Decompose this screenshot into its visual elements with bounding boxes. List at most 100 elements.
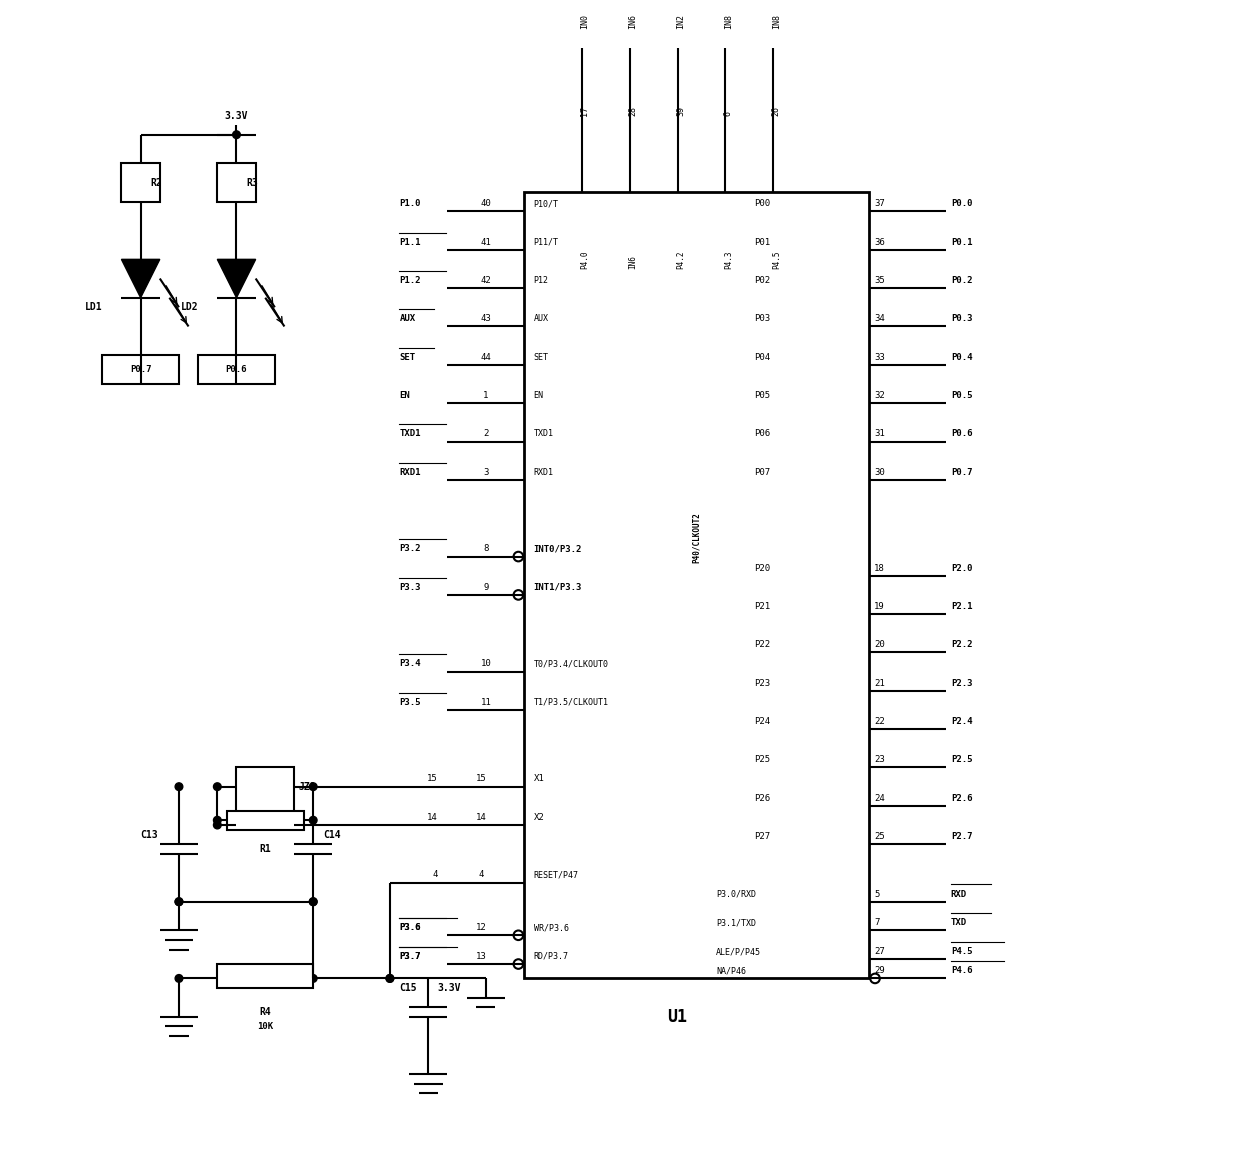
Text: 4: 4 [433,870,438,879]
Text: P02: P02 [754,276,770,285]
Text: 44: 44 [480,352,491,361]
Text: T1/P3.5/CLKOUT1: T1/P3.5/CLKOUT1 [533,697,609,707]
Text: P11/T: P11/T [533,238,559,246]
Text: INT1/P3.3: INT1/P3.3 [533,583,582,592]
Text: 27: 27 [874,947,885,956]
Text: 18: 18 [874,563,885,573]
Text: 8: 8 [484,545,489,554]
Text: 34: 34 [874,315,885,323]
Text: LD1: LD1 [84,302,102,312]
Text: AUX: AUX [399,315,415,323]
Text: P03: P03 [754,315,770,323]
Text: P3.0/RXD: P3.0/RXD [715,890,756,899]
Text: 32: 32 [874,391,885,400]
Text: P12: P12 [533,276,549,285]
Text: TXD1: TXD1 [399,429,422,438]
Circle shape [213,821,221,829]
Text: EN: EN [533,391,543,400]
Text: WR/P3.6: WR/P3.6 [533,923,569,932]
Text: 13: 13 [476,951,486,961]
Text: P2.3: P2.3 [951,679,972,688]
Text: P3.7: P3.7 [399,951,422,961]
Text: R4: R4 [259,1007,272,1017]
Text: RXD1: RXD1 [533,468,554,477]
Text: 12: 12 [476,923,486,932]
Text: P3.7: P3.7 [399,951,422,961]
Text: R1: R1 [259,844,272,854]
Text: RD/P3.7: RD/P3.7 [533,951,569,961]
Text: P05: P05 [754,391,770,400]
Text: P00: P00 [754,199,770,209]
Text: P4.2: P4.2 [676,251,684,269]
Text: P3.6: P3.6 [399,923,422,932]
Text: T0/P3.4/CLKOUT0: T0/P3.4/CLKOUT0 [533,660,609,668]
Text: P04: P04 [754,352,770,361]
Text: INT0/P3.2: INT0/P3.2 [533,545,582,554]
Text: P1.1: P1.1 [399,238,422,246]
Text: X2: X2 [533,813,544,822]
Polygon shape [217,259,255,297]
Text: P0.5: P0.5 [951,391,972,400]
Text: 2: 2 [484,429,489,438]
Text: 6: 6 [724,111,733,115]
Text: 15: 15 [427,774,438,784]
Text: P0.7: P0.7 [951,468,972,477]
Text: 23: 23 [874,756,885,765]
Text: EN: EN [399,391,410,400]
Text: P1.0: P1.0 [399,199,422,209]
Text: IN8: IN8 [724,14,733,29]
Text: P0.7: P0.7 [130,365,151,374]
Text: P1.2: P1.2 [399,276,422,285]
Text: 5: 5 [874,890,879,899]
Text: 17: 17 [580,106,589,115]
Text: C15: C15 [399,983,417,993]
Text: IN6: IN6 [627,255,637,269]
Text: SET: SET [399,352,415,361]
Circle shape [175,898,182,906]
Text: P4.0: P4.0 [580,251,589,269]
Circle shape [309,782,317,791]
Text: 33: 33 [874,352,885,361]
Text: P2.5: P2.5 [951,756,972,765]
Text: 10: 10 [480,660,491,668]
Text: 29: 29 [874,967,885,975]
Text: 3.3V: 3.3V [438,983,461,993]
Text: IN0: IN0 [580,14,589,29]
Text: P0.2: P0.2 [951,276,972,285]
Text: 22: 22 [874,717,885,726]
Text: P3.3: P3.3 [399,583,422,592]
Text: 10K: 10K [257,1021,273,1031]
Circle shape [175,898,182,906]
Bar [227,810,304,830]
Text: R3: R3 [246,177,258,188]
Text: P2.4: P2.4 [951,717,972,726]
Circle shape [175,782,182,791]
Text: 15: 15 [476,774,486,784]
Text: 28: 28 [627,106,637,115]
Text: P01: P01 [754,238,770,246]
Circle shape [386,975,394,982]
Text: P2.7: P2.7 [951,833,972,841]
Text: JZ1: JZ1 [299,781,316,792]
Text: 41: 41 [480,238,491,246]
Text: 36: 36 [874,238,885,246]
Bar [122,163,160,202]
Text: 14: 14 [427,813,438,822]
Text: P3.4: P3.4 [399,660,422,668]
Circle shape [309,816,317,824]
Bar [525,192,869,978]
Text: P26: P26 [754,794,770,802]
Circle shape [309,975,317,982]
Text: P22: P22 [754,640,770,649]
Text: P2.1: P2.1 [951,602,972,611]
Text: R2: R2 [150,177,162,188]
Text: P3.2: P3.2 [399,545,422,554]
Text: LD2: LD2 [181,302,198,312]
Text: P4.6: P4.6 [951,967,972,975]
Text: C14: C14 [322,829,341,840]
Text: RESET/P47: RESET/P47 [533,870,579,879]
Bar [217,964,314,988]
Text: 14: 14 [476,813,486,822]
Text: P0.3: P0.3 [951,315,972,323]
Circle shape [233,131,241,139]
